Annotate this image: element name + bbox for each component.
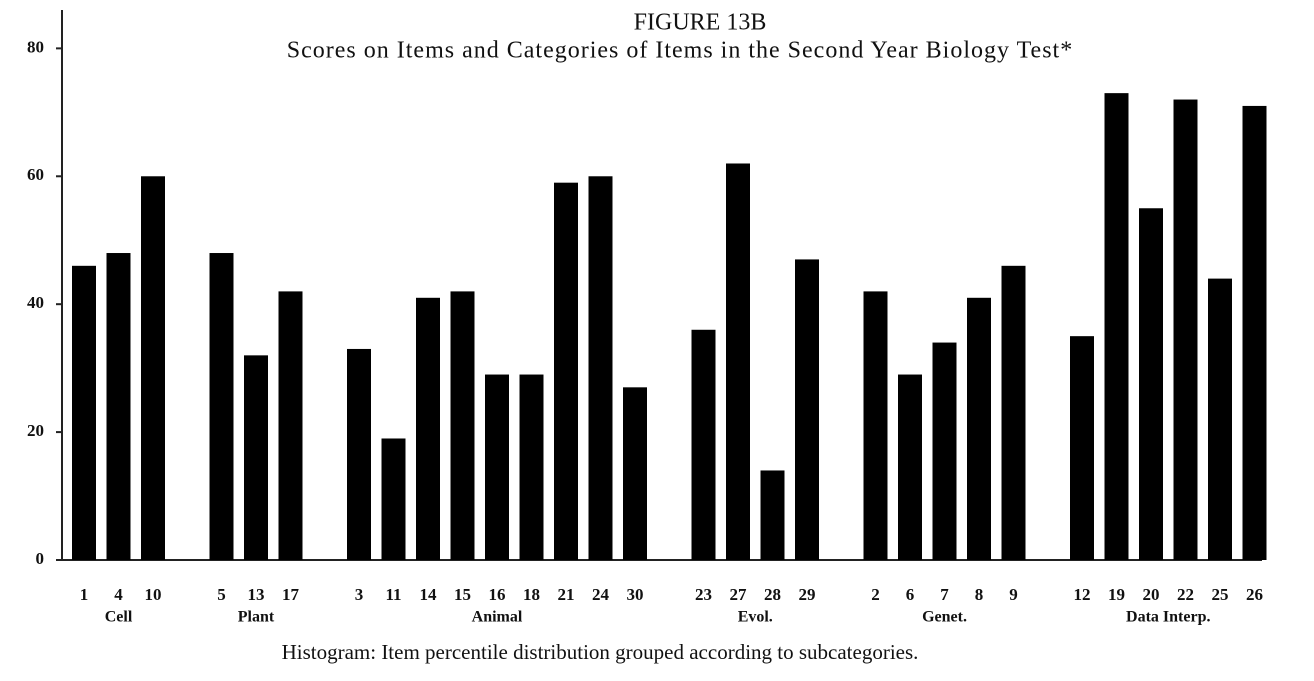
bar xyxy=(1139,208,1163,561)
bar xyxy=(1242,105,1267,560)
bar xyxy=(898,374,922,560)
x-tick-label: 21 xyxy=(558,585,575,604)
bar xyxy=(863,291,888,560)
bar xyxy=(141,176,165,561)
x-tick-label: 4 xyxy=(114,585,123,604)
bar xyxy=(278,291,303,560)
x-tick-label: 20 xyxy=(1143,585,1160,604)
x-tick-label: 19 xyxy=(1108,585,1125,604)
y-tick-label: 20 xyxy=(27,421,44,440)
bar xyxy=(1208,278,1232,560)
x-tick-label: 3 xyxy=(355,585,364,604)
x-tick-label: 23 xyxy=(695,585,712,604)
bar xyxy=(1173,99,1198,560)
bar xyxy=(1070,336,1094,560)
bar xyxy=(760,470,785,560)
bar xyxy=(381,438,406,560)
y-tick-label: 60 xyxy=(27,165,44,184)
bar xyxy=(623,387,647,560)
bar xyxy=(519,374,544,560)
bar xyxy=(967,297,991,560)
x-tick-label: 17 xyxy=(282,585,300,604)
x-tick-label: 5 xyxy=(217,585,226,604)
bar xyxy=(450,291,475,560)
group-label: Plant xyxy=(238,609,275,626)
bar xyxy=(795,259,819,560)
x-tick-label: 18 xyxy=(523,585,540,604)
x-tick-label: 14 xyxy=(420,585,438,604)
bar xyxy=(588,176,613,561)
bar xyxy=(106,253,131,560)
x-tick-label: 13 xyxy=(248,585,265,604)
bar xyxy=(691,329,716,560)
bar xyxy=(244,355,268,560)
x-tick-label: 26 xyxy=(1246,585,1263,604)
y-tick-label: 40 xyxy=(27,293,44,312)
x-tick-label: 16 xyxy=(489,585,506,604)
bar xyxy=(347,348,371,560)
bar xyxy=(554,182,578,560)
x-tick-label: 15 xyxy=(454,585,471,604)
chart-title: FIGURE 13B xyxy=(634,10,767,36)
x-tick-label: 10 xyxy=(145,585,162,604)
caption: Histogram: Item percentile distribution … xyxy=(282,640,919,664)
bar xyxy=(1104,93,1129,561)
x-tick-label: 24 xyxy=(592,585,610,604)
x-tick-label: 11 xyxy=(385,585,401,604)
bar xyxy=(209,253,234,560)
x-tick-label: 9 xyxy=(1009,585,1018,604)
x-tick-label: 22 xyxy=(1177,585,1194,604)
bar xyxy=(485,374,509,560)
group-label: Animal xyxy=(472,609,523,626)
bar xyxy=(1001,265,1026,560)
bar xyxy=(416,297,440,560)
group-label: Evol. xyxy=(738,609,773,626)
x-tick-label: 25 xyxy=(1212,585,1229,604)
x-tick-label: 27 xyxy=(730,585,748,604)
x-tick-label: 8 xyxy=(975,585,984,604)
group-label: Cell xyxy=(105,609,133,626)
x-tick-label: 30 xyxy=(627,585,644,604)
chart-subtitle: Scores on Items and Categories of Items … xyxy=(287,38,1073,64)
group-label: Genet. xyxy=(922,609,967,626)
bar xyxy=(72,265,96,560)
x-tick-label: 1 xyxy=(80,585,89,604)
bar xyxy=(932,342,957,560)
y-tick-label: 0 xyxy=(36,549,45,568)
x-tick-label: 12 xyxy=(1074,585,1091,604)
group-label: Data Interp. xyxy=(1126,609,1210,626)
x-tick-label: 28 xyxy=(764,585,781,604)
x-tick-label: 29 xyxy=(799,585,816,604)
x-tick-label: 6 xyxy=(906,585,915,604)
x-tick-label: 2 xyxy=(871,585,880,604)
bar xyxy=(726,163,750,560)
x-tick-label: 7 xyxy=(940,585,949,604)
y-tick-label: 80 xyxy=(27,37,44,56)
